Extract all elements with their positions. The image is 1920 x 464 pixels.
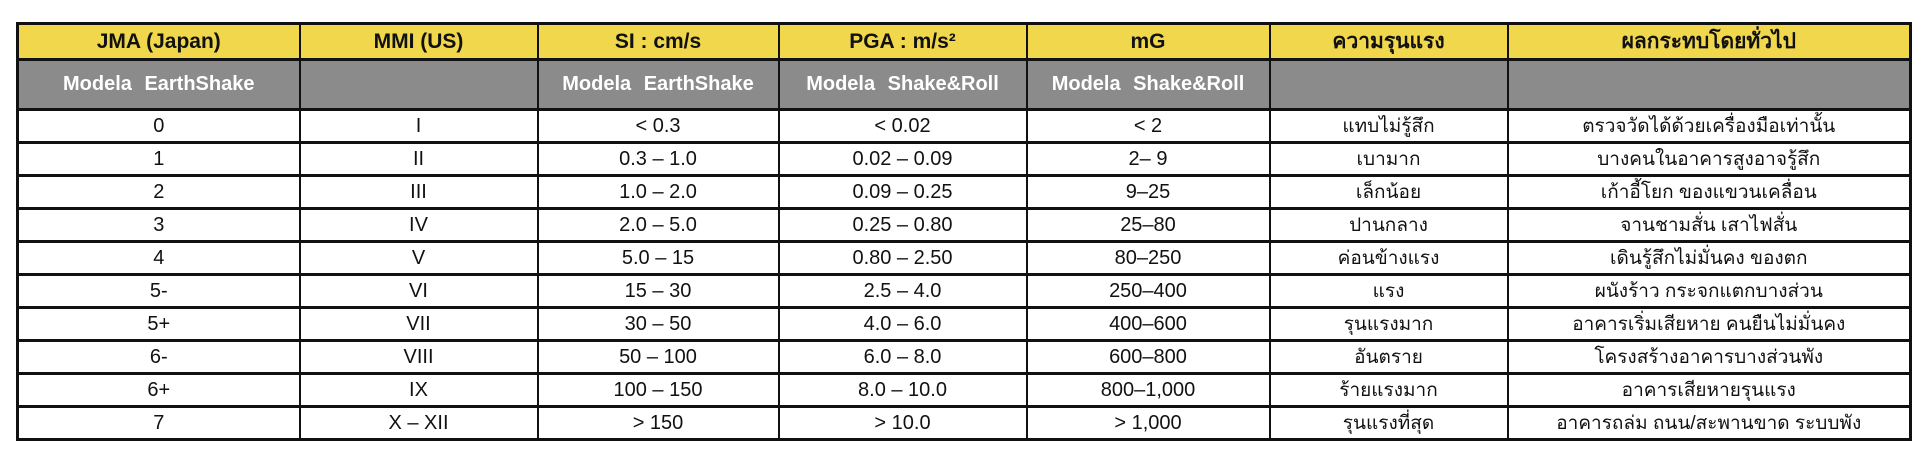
cell-impact: อาคารเริ่มเสียหาย คนยืนไม่มั่นคง [1506,306,1912,342]
column-header-severity: ความรุนแรง [1268,22,1509,61]
cell-pga: 0.02 – 0.09 [777,141,1028,177]
cell-impact: อาคารเสียหายรุนแรง [1506,372,1912,408]
cell-pga: 4.0 – 6.0 [777,306,1028,342]
cell-impact: เก้าอี้โยก ของแขวนเคลื่อน [1506,174,1912,210]
cell-mmi: III [298,174,539,210]
cell-severity: ค่อนข้างแรง [1268,240,1509,276]
cell-impact: ผนังร้าว กระจกแตกบางส่วน [1506,273,1912,309]
cell-jma: 5- [16,273,301,309]
cell-impact: จานชามสั่น เสาไฟสั่น [1506,207,1912,243]
cell-jma: 3 [16,207,301,243]
column-header-impact: ผลกระทบโดยทั่วไป [1506,22,1912,61]
cell-mmi: I [298,108,539,144]
table-row: 2 III 1.0 – 2.0 0.09 – 0.25 9–25 เล็กน้อ… [16,174,1912,210]
cell-mmi: IV [298,207,539,243]
cell-si: 1.0 – 2.0 [536,174,780,210]
cell-impact: ตรวจวัดได้ด้วยเครื่องมือเท่านั้น [1506,108,1912,144]
cell-mg: 600–800 [1025,339,1271,375]
subheader-device-jma: Modela EarthShake [16,58,301,111]
cell-severity: รุนแรงที่สุด [1268,405,1509,441]
cell-si: < 0.3 [536,108,780,144]
table-row: 7 X – XII > 150 > 10.0 > 1,000 รุนแรงที่… [16,405,1912,441]
cell-jma: 1 [16,141,301,177]
cell-mg: 2– 9 [1025,141,1271,177]
cell-jma: 2 [16,174,301,210]
table-row: 6+ IX 100 – 150 8.0 – 10.0 800–1,000 ร้า… [16,372,1912,408]
cell-si: 2.0 – 5.0 [536,207,780,243]
cell-mmi: IX [298,372,539,408]
cell-pga: 0.09 – 0.25 [777,174,1028,210]
header-row: JMA (Japan) MMI (US) SI : cm/s PGA : m/s… [16,22,1912,61]
cell-jma: 0 [16,108,301,144]
column-header-pga: PGA : m/s² [777,22,1028,61]
subheader-device-impact [1506,58,1912,111]
subheader-device-mmi [298,58,539,111]
cell-si: 15 – 30 [536,273,780,309]
cell-pga: 2.5 – 4.0 [777,273,1028,309]
cell-pga: 0.80 – 2.50 [777,240,1028,276]
cell-si: 30 – 50 [536,306,780,342]
cell-severity: แทบไม่รู้สึก [1268,108,1509,144]
cell-jma: 4 [16,240,301,276]
table-row: 5+ VII 30 – 50 4.0 – 6.0 400–600 รุนแรงม… [16,306,1912,342]
cell-si: 50 – 100 [536,339,780,375]
cell-jma: 7 [16,405,301,441]
cell-mmi: VIII [298,339,539,375]
earthquake-intensity-table: JMA (Japan) MMI (US) SI : cm/s PGA : m/s… [16,22,1912,441]
cell-mg: 9–25 [1025,174,1271,210]
cell-si: 5.0 – 15 [536,240,780,276]
cell-severity: แรง [1268,273,1509,309]
cell-severity: อันตราย [1268,339,1509,375]
subheader-device-pga: Modela Shake&Roll [777,58,1028,111]
cell-jma: 5+ [16,306,301,342]
cell-severity: เล็กน้อย [1268,174,1509,210]
cell-mg: 25–80 [1025,207,1271,243]
cell-si: > 150 [536,405,780,441]
cell-mmi: II [298,141,539,177]
cell-pga: < 0.02 [777,108,1028,144]
cell-severity: รุนแรงมาก [1268,306,1509,342]
cell-severity: ปานกลาง [1268,207,1509,243]
cell-severity: เบามาก [1268,141,1509,177]
cell-impact: เดินรู้สึกไม่มั่นคง ของตก [1506,240,1912,276]
cell-si: 0.3 – 1.0 [536,141,780,177]
subheader-device-severity [1268,58,1509,111]
cell-pga: 6.0 – 8.0 [777,339,1028,375]
cell-mg: 250–400 [1025,273,1271,309]
cell-mmi: V [298,240,539,276]
table-row: 0 I < 0.3 < 0.02 < 2 แทบไม่รู้สึก ตรวจวั… [16,108,1912,144]
cell-jma: 6- [16,339,301,375]
cell-mmi: VI [298,273,539,309]
table-row: 4 V 5.0 – 15 0.80 – 2.50 80–250 ค่อนข้าง… [16,240,1912,276]
cell-mg: 80–250 [1025,240,1271,276]
cell-jma: 6+ [16,372,301,408]
subheader-device-si: Modela EarthShake [536,58,780,111]
subheader-row: Modela EarthShake Modela EarthShake Mode… [16,58,1912,111]
cell-mg: < 2 [1025,108,1271,144]
cell-mg: > 1,000 [1025,405,1271,441]
cell-mg: 400–600 [1025,306,1271,342]
cell-pga: > 10.0 [777,405,1028,441]
cell-mmi: X – XII [298,405,539,441]
cell-si: 100 – 150 [536,372,780,408]
cell-severity: ร้ายแรงมาก [1268,372,1509,408]
cell-impact: โครงสร้างอาคารบางส่วนพัง [1506,339,1912,375]
table-row: 6- VIII 50 – 100 6.0 – 8.0 600–800 อันตร… [16,339,1912,375]
column-header-si: SI : cm/s [536,22,780,61]
table-row: 5- VI 15 – 30 2.5 – 4.0 250–400 แรง ผนัง… [16,273,1912,309]
cell-mmi: VII [298,306,539,342]
cell-pga: 0.25 – 0.80 [777,207,1028,243]
column-header-mg: mG [1025,22,1271,61]
cell-impact: บางคนในอาคารสูงอาจรู้สึก [1506,141,1912,177]
cell-pga: 8.0 – 10.0 [777,372,1028,408]
table-row: 3 IV 2.0 – 5.0 0.25 – 0.80 25–80 ปานกลาง… [16,207,1912,243]
table-row: 1 II 0.3 – 1.0 0.02 – 0.09 2– 9 เบามาก บ… [16,141,1912,177]
subheader-device-mg: Modela Shake&Roll [1025,58,1271,111]
column-header-mmi: MMI (US) [298,22,539,61]
column-header-jma: JMA (Japan) [16,22,301,61]
cell-mg: 800–1,000 [1025,372,1271,408]
cell-impact: อาคารถล่ม ถนน/สะพานขาด ระบบพัง [1506,405,1912,441]
